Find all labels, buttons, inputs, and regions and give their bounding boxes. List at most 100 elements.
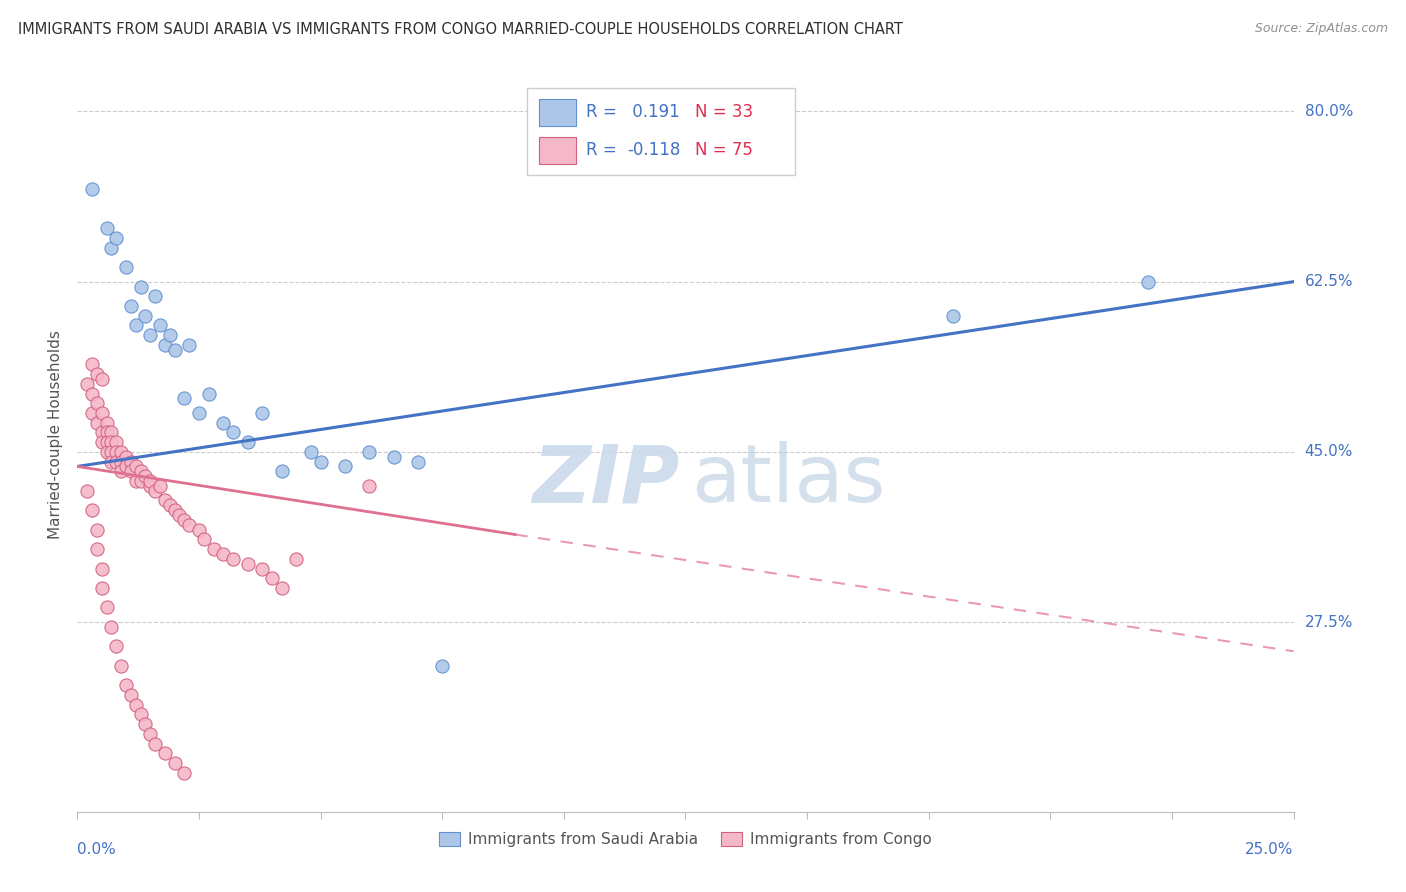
Point bbox=[212, 416, 235, 430]
Point bbox=[100, 445, 122, 459]
Point bbox=[139, 474, 162, 488]
Point bbox=[299, 445, 322, 459]
Point bbox=[90, 406, 112, 420]
Point bbox=[236, 435, 259, 450]
Point bbox=[86, 396, 108, 410]
Point bbox=[90, 372, 112, 386]
Point bbox=[134, 717, 156, 731]
Point bbox=[110, 454, 132, 468]
Point bbox=[96, 600, 118, 615]
Point bbox=[105, 435, 128, 450]
Y-axis label: Married-couple Households: Married-couple Households bbox=[48, 330, 63, 540]
Point bbox=[110, 445, 132, 459]
Point bbox=[80, 503, 103, 517]
Point bbox=[115, 459, 138, 474]
Point bbox=[125, 698, 148, 712]
Text: 45.0%: 45.0% bbox=[1305, 444, 1353, 459]
Point bbox=[100, 454, 122, 468]
Point bbox=[159, 328, 181, 343]
Point bbox=[236, 557, 259, 571]
Point bbox=[86, 542, 108, 557]
Point bbox=[188, 406, 211, 420]
Point bbox=[139, 479, 162, 493]
Point bbox=[125, 318, 148, 333]
Point bbox=[285, 552, 308, 566]
Point bbox=[120, 688, 142, 702]
Point bbox=[96, 221, 118, 235]
Point bbox=[125, 459, 148, 474]
Point bbox=[143, 289, 166, 303]
Point bbox=[153, 338, 176, 352]
Point bbox=[309, 454, 332, 468]
Point bbox=[143, 737, 166, 751]
Point bbox=[110, 464, 132, 478]
Point bbox=[96, 425, 118, 440]
Point bbox=[197, 386, 219, 401]
Point bbox=[120, 454, 142, 468]
Point bbox=[222, 425, 245, 440]
Text: -0.118: -0.118 bbox=[627, 141, 681, 159]
Point bbox=[188, 523, 211, 537]
Point bbox=[250, 561, 273, 575]
Point bbox=[173, 765, 195, 780]
Point bbox=[149, 479, 172, 493]
FancyBboxPatch shape bbox=[540, 137, 576, 163]
Point bbox=[96, 445, 118, 459]
Point bbox=[115, 450, 138, 464]
Point bbox=[163, 756, 186, 770]
Point bbox=[120, 464, 142, 478]
Point bbox=[80, 406, 103, 420]
Point bbox=[110, 658, 132, 673]
Legend: Immigrants from Saudi Arabia, Immigrants from Congo: Immigrants from Saudi Arabia, Immigrants… bbox=[433, 826, 938, 853]
Point bbox=[270, 581, 292, 595]
Point bbox=[100, 620, 122, 634]
Point bbox=[80, 357, 103, 371]
Text: R =: R = bbox=[586, 141, 621, 159]
Text: IMMIGRANTS FROM SAUDI ARABIA VS IMMIGRANTS FROM CONGO MARRIED-COUPLE HOUSEHOLDS : IMMIGRANTS FROM SAUDI ARABIA VS IMMIGRAN… bbox=[18, 22, 903, 37]
Point bbox=[105, 640, 128, 654]
Text: Source: ZipAtlas.com: Source: ZipAtlas.com bbox=[1254, 22, 1388, 36]
Point bbox=[134, 309, 156, 323]
Text: ZIP: ZIP bbox=[531, 441, 679, 519]
Point bbox=[76, 483, 98, 498]
Point bbox=[169, 508, 191, 522]
Text: 0.0%: 0.0% bbox=[77, 842, 117, 857]
Point bbox=[333, 459, 356, 474]
Point bbox=[222, 552, 245, 566]
Point bbox=[173, 513, 195, 527]
Point bbox=[100, 435, 122, 450]
Text: 80.0%: 80.0% bbox=[1305, 104, 1353, 119]
Text: 25.0%: 25.0% bbox=[1246, 842, 1294, 857]
Point bbox=[105, 454, 128, 468]
Point bbox=[406, 454, 429, 468]
Point bbox=[179, 338, 201, 352]
Point bbox=[212, 547, 235, 561]
Text: R =: R = bbox=[586, 103, 621, 121]
Point bbox=[430, 658, 453, 673]
Point bbox=[129, 474, 152, 488]
Point bbox=[96, 435, 118, 450]
Point bbox=[134, 469, 156, 483]
Text: N = 33: N = 33 bbox=[695, 103, 754, 121]
Point bbox=[270, 464, 292, 478]
Text: 27.5%: 27.5% bbox=[1305, 615, 1353, 630]
Point bbox=[163, 503, 186, 517]
Point bbox=[86, 416, 108, 430]
Point bbox=[80, 386, 103, 401]
Point bbox=[90, 425, 112, 440]
Point bbox=[129, 707, 152, 722]
Point bbox=[100, 425, 122, 440]
FancyBboxPatch shape bbox=[527, 88, 794, 175]
Point bbox=[120, 299, 142, 313]
Point bbox=[173, 392, 195, 406]
Point bbox=[149, 318, 172, 333]
Point bbox=[139, 328, 162, 343]
Point bbox=[100, 241, 122, 255]
Text: atlas: atlas bbox=[692, 441, 886, 519]
Point bbox=[129, 279, 152, 293]
Point bbox=[105, 231, 128, 245]
Point bbox=[86, 367, 108, 381]
Point bbox=[250, 406, 273, 420]
Point bbox=[193, 533, 215, 547]
Point bbox=[86, 523, 108, 537]
